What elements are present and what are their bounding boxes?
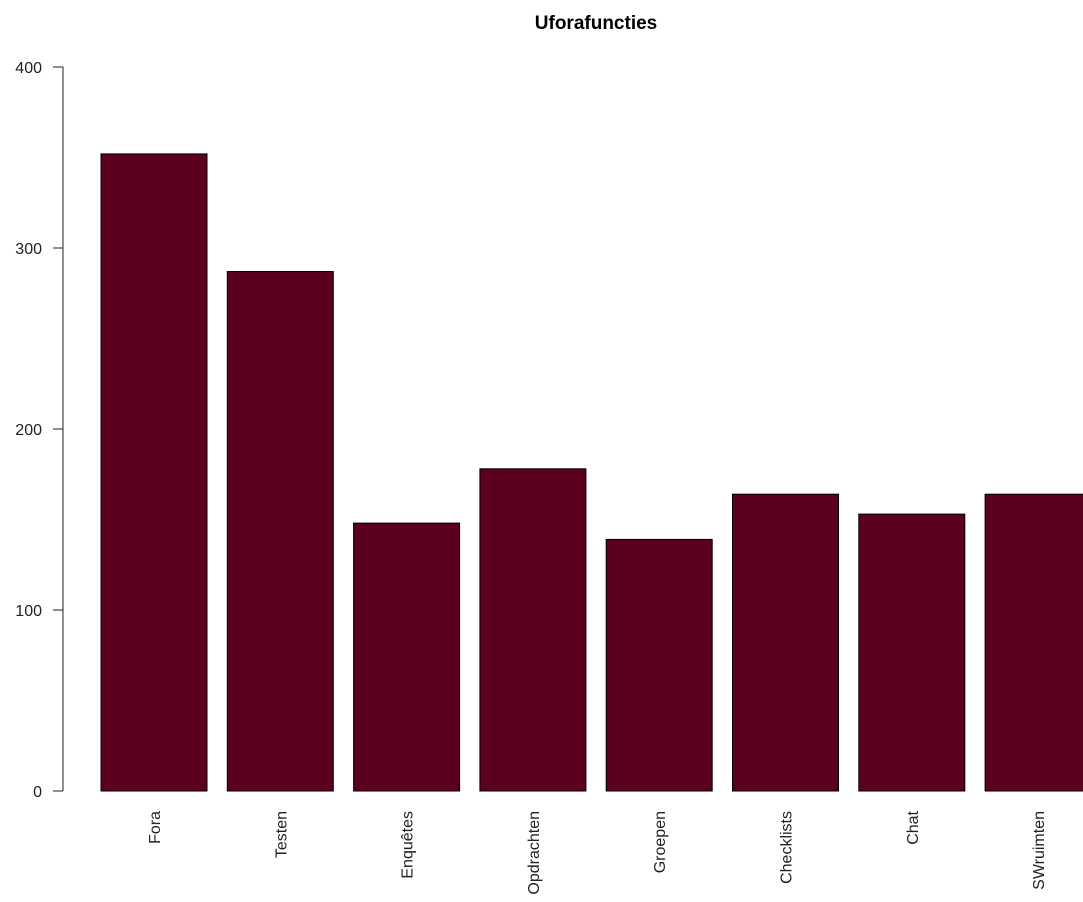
bar-enquêtes xyxy=(353,522,461,792)
x-tick-label-opdrachten: Opdrachten xyxy=(526,811,543,895)
y-tick-label: 300 xyxy=(15,241,42,258)
y-tick-label: 100 xyxy=(15,603,42,620)
y-tick-label: 400 xyxy=(15,60,42,77)
y-axis: 0 100 200 300 400 xyxy=(15,60,64,801)
bar-testen xyxy=(226,271,334,792)
bar-groepen xyxy=(605,538,713,792)
bars xyxy=(100,153,1083,792)
x-tick-label-checklists: Checklists xyxy=(779,811,796,884)
x-tick-label-fora: Fora xyxy=(147,811,164,844)
x-tick-label-groepen: Groepen xyxy=(652,811,669,873)
bar-checklists xyxy=(732,493,839,792)
x-tick-label-testen: Testen xyxy=(273,811,290,858)
x-tick-label-enquêtes: Enquêtes xyxy=(400,811,417,879)
x-axis-labels: Fora Testen Enquêtes Opdrachten Groepen Check… xyxy=(147,810,1048,894)
bar-opdrachten xyxy=(479,468,587,792)
bar-chat xyxy=(858,513,966,792)
x-tick-label-swruimten: SWruimten xyxy=(1031,811,1048,890)
y-tick-label: 200 xyxy=(15,422,42,439)
x-tick-label-chat: Chat xyxy=(905,810,922,844)
y-tick-label: 0 xyxy=(33,784,42,801)
bar-fora xyxy=(100,153,208,792)
chart-title: Uforafuncties xyxy=(535,13,657,34)
bar-swruimten xyxy=(984,493,1083,792)
